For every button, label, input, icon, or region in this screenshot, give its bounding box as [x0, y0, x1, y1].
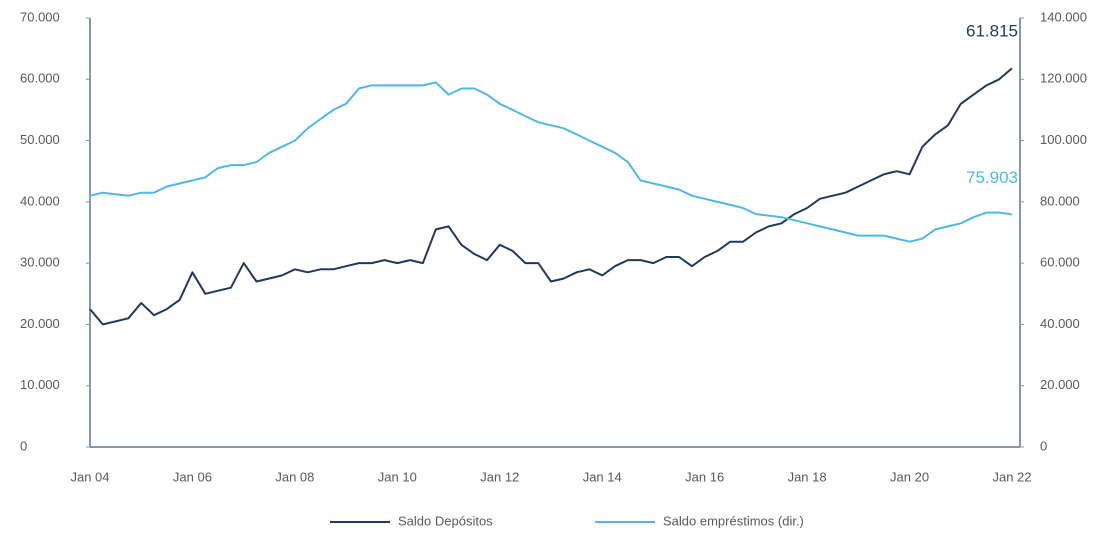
- y-tick-label: 70.000: [20, 9, 60, 24]
- y-tick-label: 50.000: [20, 132, 60, 147]
- x-tick-label: Jan 18: [788, 469, 827, 484]
- series-line: [89, 81, 1013, 243]
- y-tick-label: 30.000: [20, 255, 60, 270]
- y-tick-label: 40.000: [20, 193, 60, 208]
- y-tick-label: 10.000: [20, 377, 60, 392]
- x-tick-label: Jan 12: [480, 469, 519, 484]
- x-tick-label: Jan 06: [173, 469, 212, 484]
- y-tick-label: 60.000: [20, 71, 60, 86]
- y-tick-label: 0: [20, 438, 27, 453]
- x-tick-label: Jan 10: [378, 469, 417, 484]
- y2-tick-label: 100.000: [1040, 132, 1087, 147]
- data-label: 61.815: [966, 22, 1018, 41]
- x-tick-label: Jan 04: [70, 469, 109, 484]
- x-tick-label: Jan 14: [583, 469, 622, 484]
- y-tick-label: 20.000: [20, 316, 60, 331]
- x-tick-label: Jan 20: [890, 469, 929, 484]
- legend-label: Saldo empréstimos (dir.): [663, 513, 804, 528]
- x-tick-label: Jan 16: [685, 469, 724, 484]
- y2-tick-label: 40.000: [1040, 316, 1080, 331]
- y2-tick-label: 140.000: [1040, 9, 1087, 24]
- y2-tick-label: 20.000: [1040, 377, 1080, 392]
- x-tick-label: Jan 22: [992, 469, 1031, 484]
- y2-tick-label: 60.000: [1040, 255, 1080, 270]
- y2-tick-label: 120.000: [1040, 71, 1087, 86]
- x-tick-label: Jan 08: [275, 469, 314, 484]
- series-line: [89, 67, 1013, 326]
- data-label: 75.903: [966, 168, 1018, 187]
- legend-label: Saldo Depósitos: [398, 513, 493, 528]
- y2-tick-label: 80.000: [1040, 193, 1080, 208]
- y2-tick-label: 0: [1040, 438, 1047, 453]
